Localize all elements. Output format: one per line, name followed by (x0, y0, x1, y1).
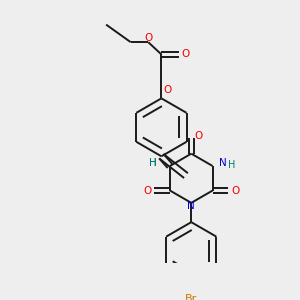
Text: O: O (181, 50, 189, 59)
Text: O: O (164, 85, 172, 94)
Text: H: H (149, 158, 157, 168)
Text: H: H (228, 160, 236, 170)
Text: H: H (149, 158, 157, 168)
Text: Br: Br (185, 294, 197, 300)
Text: O: O (194, 131, 202, 141)
Text: O: O (144, 33, 152, 43)
Text: O: O (143, 185, 151, 196)
Text: N: N (219, 158, 227, 168)
Text: N: N (188, 201, 195, 212)
Text: O: O (231, 185, 239, 196)
